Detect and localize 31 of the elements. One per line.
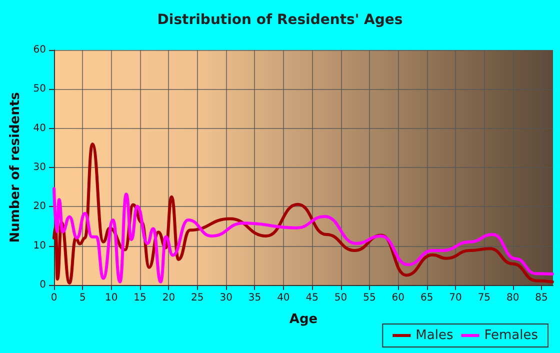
x-tick-label: 5 (79, 292, 86, 304)
y-tick-label: 40 (33, 122, 46, 134)
y-tick-label: 0 (40, 280, 46, 290)
x-tick-label: 80 (506, 292, 520, 304)
x-tick-label: 15 (134, 292, 146, 304)
x-tick-label: 0 (50, 292, 58, 304)
x-tick-label: 65 (420, 292, 434, 304)
x-tick-label: 30 (220, 292, 232, 304)
x-tick-label: 35 (248, 292, 262, 304)
x-tick-label: 20 (162, 292, 176, 304)
x-tick-label: 85 (535, 292, 548, 304)
line-series (52, 187, 554, 284)
legend-label: Males (416, 328, 454, 343)
x-tick-label: 75 (478, 292, 491, 304)
x-tick-label: 10 (104, 292, 118, 304)
y-tick-label: 60 (33, 44, 46, 56)
x-tick-label: 45 (306, 292, 318, 304)
y-tick-label: 30 (33, 162, 46, 173)
x-tick-label: 55 (363, 292, 376, 304)
x-tick-label: 40 (277, 292, 290, 304)
x-tick-label: 70 (449, 292, 462, 304)
x-tick-label: 60 (392, 292, 405, 304)
x-tick-label: 50 (334, 292, 348, 304)
y-tick-label: 10 (33, 240, 46, 252)
y-axis-title: Number of residents (8, 92, 23, 243)
y-tick-label: 50 (33, 84, 46, 95)
x-axis-title: Age (289, 312, 318, 327)
y-tick-label: 20 (33, 201, 46, 212)
x-tick-label: 25 (191, 292, 204, 304)
legend-label: Females (484, 328, 538, 343)
chart-title: Distribution of Residents' Ages (157, 12, 403, 28)
